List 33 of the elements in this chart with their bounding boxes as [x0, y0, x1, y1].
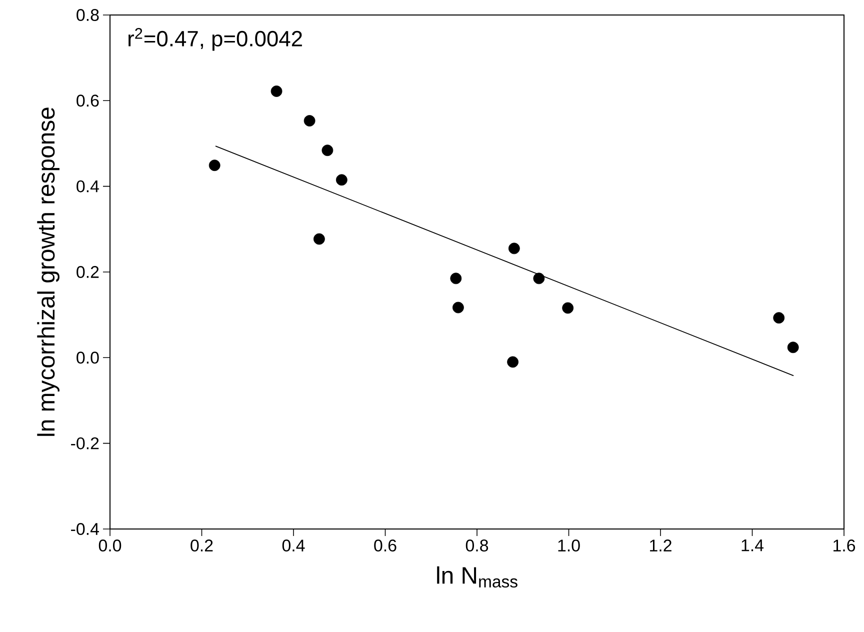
- point: [304, 115, 316, 126]
- point: [336, 174, 348, 186]
- y-tick-label: -0.2: [71, 437, 99, 450]
- point: [452, 302, 464, 314]
- point: [208, 160, 220, 172]
- y-tick-label: 0.6: [76, 94, 99, 107]
- point: [507, 356, 518, 368]
- y-tick-label: 0.4: [76, 180, 99, 192]
- y-tick-label: -0.4: [71, 523, 99, 535]
- point: [508, 242, 520, 254]
- x-tick-label: 1.0: [558, 540, 580, 552]
- x-tick-label: 0.4: [282, 540, 305, 552]
- annotation: r$^{2}$=0.47, p=0.0042: [128, 28, 302, 51]
- y-tick-label: 0.8: [76, 8, 99, 21]
- point: [313, 233, 325, 245]
- x-tick-label: 1.6: [834, 540, 856, 552]
- y-axis-title: ln mycorrhizal growth response: [37, 108, 60, 436]
- x-tick-label: 1.2: [650, 540, 672, 552]
- point: [450, 272, 462, 284]
- x-tick-label: 0.2: [190, 540, 213, 552]
- y-tick-label: 0.2: [76, 266, 99, 278]
- y-tick-label: 0.0: [76, 352, 99, 364]
- point: [533, 272, 545, 284]
- x-tick-label: 1.4: [742, 540, 764, 552]
- x-tick-label: 0.8: [466, 540, 488, 552]
- point: [562, 302, 574, 314]
- x-axis-title: ln N$_{mass}$: [437, 566, 518, 588]
- x-tick-label: 0.0: [98, 540, 122, 552]
- x-tick-label: 0.6: [374, 540, 396, 552]
- point: [787, 342, 799, 354]
- point: [322, 144, 334, 156]
- point: [773, 312, 785, 324]
- point: [270, 86, 282, 97]
